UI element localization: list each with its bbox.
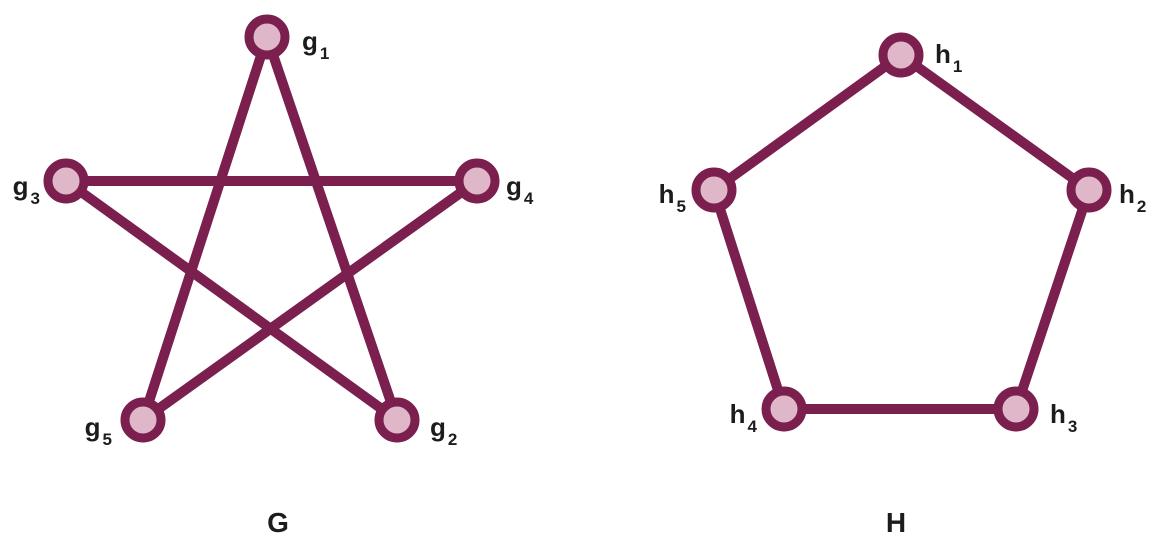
graph-g-edges bbox=[61, 32, 482, 425]
edge-h2-h3 bbox=[1011, 185, 1094, 414]
node-g3 bbox=[43, 158, 89, 204]
node-h4 bbox=[761, 386, 807, 432]
node-h3 bbox=[993, 386, 1039, 432]
graph-h-edges bbox=[709, 50, 1094, 414]
node-g2 bbox=[374, 397, 420, 443]
edge-g1-g2 bbox=[262, 32, 402, 425]
node-label-subscript: 2 bbox=[448, 430, 457, 449]
node-label-base: h bbox=[730, 399, 746, 429]
node-label-base: h bbox=[1119, 179, 1135, 209]
graph-g-labels: g 1g 2g 3 g 4g 5 bbox=[13, 26, 534, 449]
edge-h4-h5 bbox=[709, 185, 789, 414]
node-h1 bbox=[878, 32, 924, 78]
node-label-subscript: 4 bbox=[524, 189, 534, 208]
node-label-base: h bbox=[935, 39, 951, 69]
node-label-base: g bbox=[430, 412, 446, 442]
node-label-base: h bbox=[1050, 399, 1066, 429]
node-label-subscript: 5 bbox=[677, 197, 686, 216]
graph-g-nodes bbox=[43, 14, 500, 443]
node-label-base: g bbox=[13, 171, 29, 201]
node-label-subscript: 5 bbox=[103, 430, 112, 449]
node-label-subscript: 1 bbox=[953, 57, 962, 76]
edge-g4-g5 bbox=[138, 176, 482, 425]
edge-h5-h1 bbox=[709, 50, 906, 195]
node-label-subscript: 3 bbox=[1068, 417, 1077, 436]
node-label-base: g bbox=[85, 412, 101, 442]
edge-g1-g5 bbox=[138, 32, 272, 425]
node-g1 bbox=[244, 14, 290, 60]
node-g5 bbox=[120, 397, 166, 443]
graph-h: h 1h 2h 3h 4h 5 H bbox=[659, 32, 1147, 538]
node-label-base: g bbox=[302, 26, 318, 56]
node-label-base: h bbox=[659, 179, 675, 209]
node-label-subscript: 2 bbox=[1137, 197, 1146, 216]
node-label-subscript: 4 bbox=[748, 417, 758, 436]
node-h5 bbox=[691, 167, 737, 213]
node-g4 bbox=[454, 158, 500, 204]
node-label-subscript: 1 bbox=[320, 44, 329, 63]
edge-h1-h2 bbox=[896, 50, 1094, 195]
graph-h-nodes bbox=[691, 32, 1112, 432]
node-label-base: g bbox=[506, 171, 522, 201]
node-h2 bbox=[1066, 167, 1112, 213]
graph-g: g 1g 2g 3 g 4g 5 G bbox=[13, 14, 534, 538]
node-label-subscript: 3 bbox=[31, 189, 40, 208]
edge-g3-g2 bbox=[61, 176, 402, 425]
graph-h-labels: h 1h 2h 3h 4h 5 bbox=[659, 39, 1147, 436]
graph-h-title: H bbox=[886, 507, 906, 538]
graph-g-title: G bbox=[267, 507, 289, 538]
